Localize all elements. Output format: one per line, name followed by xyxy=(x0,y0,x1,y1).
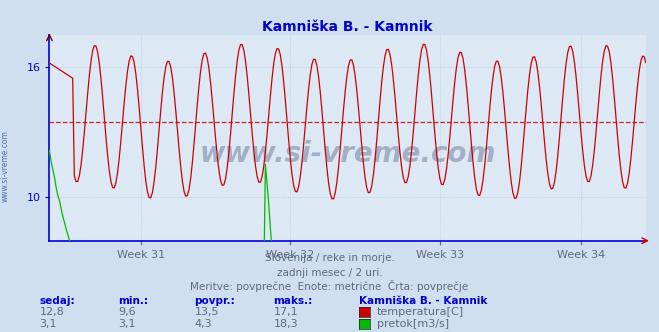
Text: Meritve: povprečne  Enote: metrične  Črta: povprečje: Meritve: povprečne Enote: metrične Črta:… xyxy=(190,281,469,292)
Text: povpr.:: povpr.: xyxy=(194,296,235,306)
Text: 4,3: 4,3 xyxy=(194,319,212,329)
Text: min.:: min.: xyxy=(119,296,149,306)
Text: 18,3: 18,3 xyxy=(273,319,298,329)
Text: 12,8: 12,8 xyxy=(40,307,65,317)
Text: sedaj:: sedaj: xyxy=(40,296,75,306)
Text: 3,1: 3,1 xyxy=(119,319,136,329)
Text: 9,6: 9,6 xyxy=(119,307,136,317)
Text: pretok[m3/s]: pretok[m3/s] xyxy=(377,319,449,329)
Text: zadnji mesec / 2 uri.: zadnji mesec / 2 uri. xyxy=(277,268,382,278)
Text: www.si-vreme.com: www.si-vreme.com xyxy=(200,140,496,168)
Text: 13,5: 13,5 xyxy=(194,307,219,317)
Text: temperatura[C]: temperatura[C] xyxy=(377,307,464,317)
Text: Slovenija / reke in morje.: Slovenija / reke in morje. xyxy=(264,253,395,263)
Text: Kamniška B. - Kamnik: Kamniška B. - Kamnik xyxy=(359,296,488,306)
Text: 17,1: 17,1 xyxy=(273,307,298,317)
Text: www.si-vreme.com: www.si-vreme.com xyxy=(1,130,10,202)
Text: maks.:: maks.: xyxy=(273,296,313,306)
Text: 3,1: 3,1 xyxy=(40,319,57,329)
Title: Kamniška B. - Kamnik: Kamniška B. - Kamnik xyxy=(262,20,433,34)
